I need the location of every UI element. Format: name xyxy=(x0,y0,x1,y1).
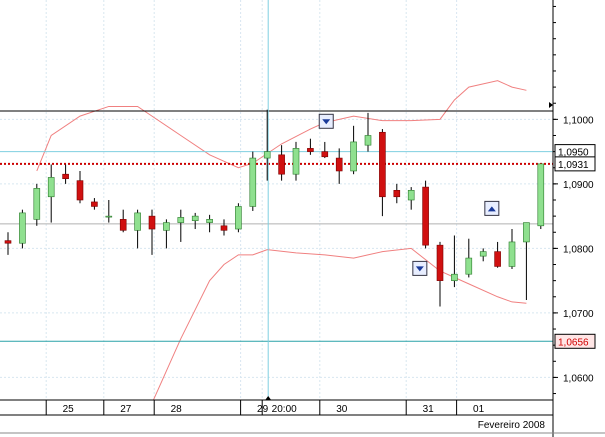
candle-body xyxy=(235,206,242,230)
y-tick-label: 1,0600 xyxy=(563,373,594,384)
candle-body xyxy=(33,188,41,220)
axis-corner xyxy=(553,400,605,437)
x-tick-label: 01 xyxy=(473,404,485,415)
x-tick-label: 29 xyxy=(257,404,269,415)
bollinger-upper xyxy=(36,80,527,172)
candle-body xyxy=(335,157,343,172)
candle-body xyxy=(393,190,401,198)
plot-background xyxy=(0,0,553,400)
price-pointer-icon xyxy=(549,102,553,108)
bollinger-bands xyxy=(36,80,527,404)
bollinger-lower xyxy=(151,247,527,404)
candle-body xyxy=(422,186,429,246)
candle-body xyxy=(465,257,473,275)
candle-body xyxy=(19,212,26,244)
y-tick-label: 1,0800 xyxy=(563,244,594,255)
candle-body xyxy=(321,151,329,158)
candles xyxy=(4,109,545,307)
candle-body xyxy=(105,215,113,218)
crosshair xyxy=(265,0,272,400)
candle-body xyxy=(436,244,444,281)
price-tag-box xyxy=(554,333,596,349)
signal-markers xyxy=(318,113,500,276)
arrow-down-icon xyxy=(415,266,424,272)
y-tick-label: 1,1000 xyxy=(563,115,594,126)
candle-body xyxy=(163,222,170,231)
candle-body xyxy=(407,190,415,201)
candle-body xyxy=(263,151,271,159)
arrow-up-icon xyxy=(487,206,496,212)
x-axis-ticks: 25 27 28 2920:00 30 31 01 xyxy=(45,400,485,415)
x-tick-label: 31 xyxy=(423,404,435,415)
candle-body xyxy=(148,215,156,230)
candle-body xyxy=(523,222,530,243)
x-tick-label: 27 xyxy=(120,404,132,415)
candle-body xyxy=(537,163,545,227)
candle-body xyxy=(76,180,84,201)
candle-body xyxy=(494,251,501,267)
candle-body xyxy=(119,219,127,231)
price-axis[interactable] xyxy=(553,0,605,400)
y-tick-label: 1,0700 xyxy=(563,309,594,320)
candle-body xyxy=(379,131,386,198)
candle-body xyxy=(307,148,314,152)
candle-body xyxy=(4,240,12,244)
candle-body xyxy=(62,173,69,180)
horizontal-lines xyxy=(0,110,553,342)
candle-body xyxy=(350,141,357,172)
candle-body xyxy=(508,241,516,267)
candle-body xyxy=(479,251,487,257)
price-tag-label: 1,0931 xyxy=(558,160,589,171)
candle-body xyxy=(220,225,228,231)
x-tick-label: 28 xyxy=(171,404,183,415)
y-axis-ticks: 1,1000 1,0900 1,0800 1,0700 1,0600 xyxy=(553,5,594,395)
x-period-label: Fevereiro 2008 xyxy=(478,420,546,431)
x-tick-label: 25 xyxy=(63,404,75,415)
y-tick-label: 1,0900 xyxy=(563,180,594,191)
candle-body xyxy=(47,177,55,198)
candle-body xyxy=(278,154,285,175)
arrow-down-icon xyxy=(322,119,331,125)
x-tick-label: 30 xyxy=(336,404,348,415)
candle-body xyxy=(191,215,199,221)
crosshair-marker-icon xyxy=(265,396,272,400)
grid-lines xyxy=(0,0,553,400)
candle-body xyxy=(451,273,458,281)
candle-body xyxy=(91,201,98,207)
candle-body xyxy=(249,157,257,207)
candle-body xyxy=(292,148,300,175)
candle-body xyxy=(206,219,213,223)
price-tag-label: 1,0656 xyxy=(558,337,589,348)
candle-body xyxy=(364,135,372,146)
price-tag-box xyxy=(554,156,596,172)
time-axis[interactable] xyxy=(0,400,553,437)
x-tick-label: 20:00 xyxy=(272,404,297,415)
price-tag-label: 1,0950 xyxy=(558,148,589,159)
candle-body xyxy=(134,212,141,231)
candle-body xyxy=(177,217,185,223)
